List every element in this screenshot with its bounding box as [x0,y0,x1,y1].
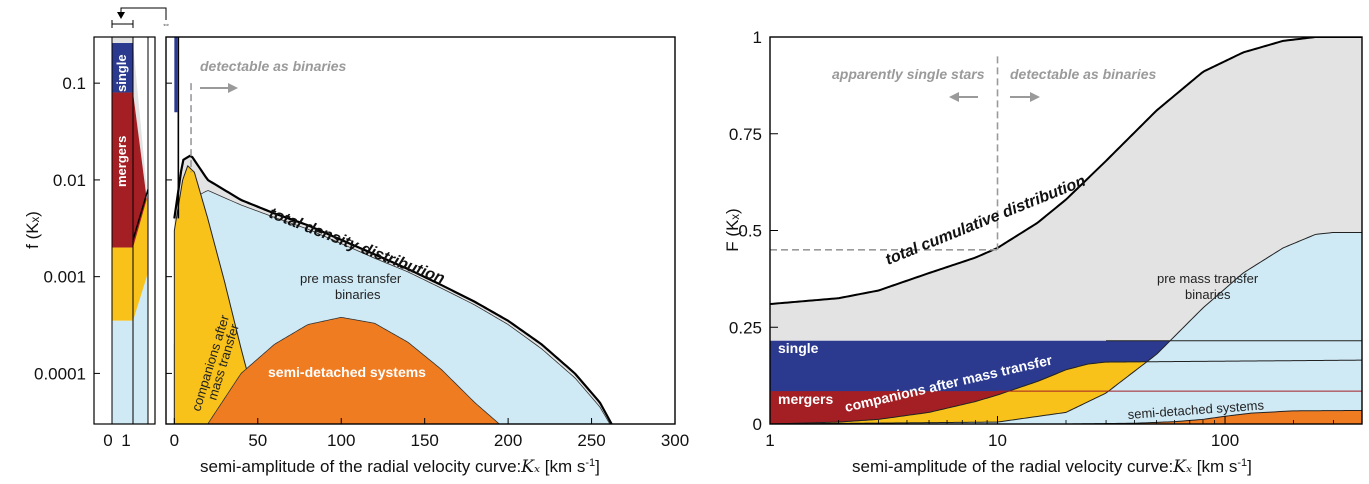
right-y-tick-label: 0.75 [729,125,762,144]
left-plot-frame [165,36,676,425]
inset2-pre-mt [133,272,148,424]
left-x-tick-label: 0 [170,431,179,450]
left-y-tick-label: 0.0001 [34,364,86,383]
inset-link-line [120,7,167,20]
inset-bracket [111,20,134,28]
pre-mt-band [770,232,1362,424]
inset-companions-bar [112,247,133,321]
apparent-single-label: apparently single stars [832,66,985,82]
left-y-axis-label: f (Kₓ) [23,211,42,249]
left-x-tick-label: 200 [494,431,522,450]
inset-mergers-label: mergers [114,136,129,187]
left-x-tick-label: 150 [410,431,438,450]
semidetached-label: semi-detached systems [268,364,426,380]
pre-mt-label-line1: pre mass transfer [300,271,402,286]
right-y-tick-label: 0.5 [738,222,762,241]
left-x-tick-label: 100 [327,431,355,450]
pre-mt-label-right-line2: binaries [1185,287,1231,302]
companions-line [770,359,1362,424]
total-cumulative-line [770,37,1362,306]
left-x-tick-label: 250 [577,431,605,450]
inset-single-label: single [114,54,129,92]
inset-link-mark: ⇔ [162,19,171,29]
inset-pre-mt-bar [112,320,133,424]
inset-x-tick-1: 1 [121,431,130,450]
mergers-label-right: mergers [778,391,833,407]
right-chart-panel: 1 10 100 0 0.25 0.5 0.75 1 apparently single st… [729,28,1363,450]
right-x-axis-label: semi-amplitude of the radial velocity cu… [852,457,1252,477]
left-x-tick-label: 50 [248,431,267,450]
detectable-label-right: detectable as binaries [1010,66,1157,82]
inset-link-arrow [117,12,125,19]
left-y-tick-label: 0.1 [62,74,86,93]
right-x-tick-label: 100 [1211,431,1239,450]
detect-arrow-right-head [1030,92,1040,102]
pre-mt-area [173,190,611,424]
single-label-right: single [778,340,819,356]
right-y-tick-label: 0 [753,415,762,434]
left-x-axis-label: semi-amplitude of the radial velocity cu… [200,457,600,477]
left-y-tick-label: 0.001 [43,268,86,287]
right-y-tick-label: 0.25 [729,318,762,337]
total-density-line [173,154,613,424]
apparent-arrow-head [949,92,959,102]
pre-mt-label-line2: binaries [335,287,381,302]
pre-mt-line [770,231,1362,424]
left-y-tick-label: 0.01 [53,171,86,190]
detectable-label: detectable as binaries [200,58,347,74]
left-x-tick-label: 300 [661,431,689,450]
inset-total-edge [132,189,149,241]
inset-mergers-bar [112,92,133,248]
right-x-tick-label: 1 [765,431,774,450]
right-y-axis-label: F (Kₓ) [723,208,742,251]
inset-single-bar [112,43,133,93]
semidetached-area [207,317,500,424]
semidetached-line [770,409,1362,424]
detect-arrow-head [228,83,238,93]
right-x-tick-label: 10 [988,431,1007,450]
right-y-tick-label: 1 [753,28,762,47]
pre-mt-label-right-line1: pre mass transfer [1157,271,1259,286]
inset-x-tick-0: 0 [103,431,112,450]
inset-frame [93,36,156,425]
semidetached-band [770,410,1362,424]
